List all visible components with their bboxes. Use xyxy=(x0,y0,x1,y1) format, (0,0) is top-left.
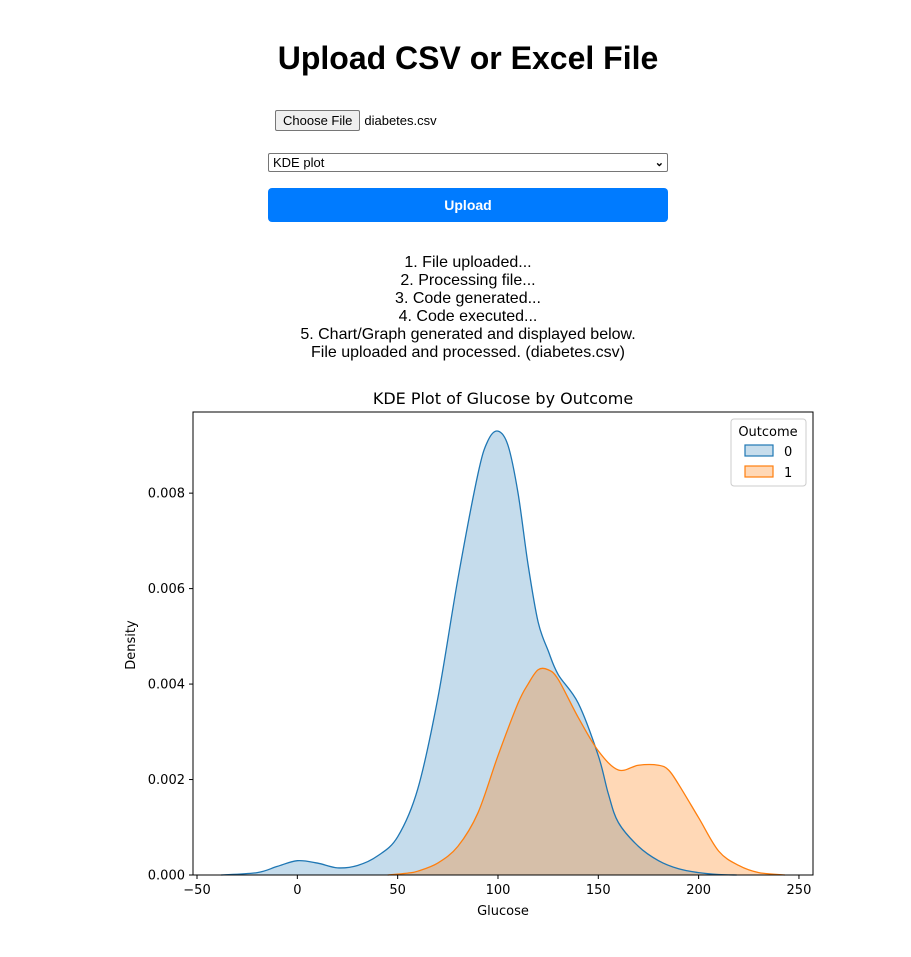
y-tick-label: 0.002 xyxy=(148,773,185,788)
y-tick-label: 0.006 xyxy=(148,582,185,597)
choose-file-button[interactable]: Choose File xyxy=(275,110,361,131)
legend-label-0: 0 xyxy=(784,445,792,460)
x-tick-label: 0 xyxy=(293,883,301,898)
legend-title: Outcome xyxy=(738,425,797,440)
x-tick-label: −50 xyxy=(183,883,210,898)
page-title: Upload CSV or Excel File xyxy=(277,40,659,76)
chart-type-selected-value: KDE plot xyxy=(273,155,325,170)
chart-type-select[interactable]: KDE plot ⌄ xyxy=(268,153,668,172)
y-tick-label: 0.004 xyxy=(148,678,185,693)
selected-file-name: diabetes.csv xyxy=(364,113,437,128)
status-line: 1. File uploaded... xyxy=(404,254,532,271)
kde-line-outcome-1 xyxy=(387,667,785,876)
legend-label-1: 1 xyxy=(784,466,792,481)
upload-button[interactable]: Upload xyxy=(268,188,668,222)
x-tick-label: 250 xyxy=(787,883,812,898)
status-line: 2. Processing file... xyxy=(400,272,536,289)
x-tick-label: 200 xyxy=(686,883,711,898)
status-line: File uploaded and processed. (diabetes.c… xyxy=(311,344,625,361)
plot-frame xyxy=(192,411,814,876)
legend: Outcome 0 1 xyxy=(730,418,807,487)
y-axis-label: Density xyxy=(124,620,139,670)
status-line: 3. Code generated... xyxy=(395,290,541,307)
kde-line-outcome-0 xyxy=(221,430,737,876)
x-tick-label: 100 xyxy=(486,883,511,898)
chevron-down-icon: ⌄ xyxy=(654,157,664,169)
x-axis-label: Glucose xyxy=(477,904,529,919)
y-tick-label: 0.000 xyxy=(148,869,185,884)
status-log: 1. File uploaded... 2. Processing file..… xyxy=(0,254,911,362)
y-tick-label: 0.008 xyxy=(148,487,185,502)
legend-swatch-1 xyxy=(744,465,774,478)
x-tick-label: 150 xyxy=(586,883,611,898)
chart-title: KDE Plot of Glucose by Outcome xyxy=(373,389,633,408)
kde-area-outcome-0 xyxy=(221,430,737,875)
status-line: 5. Chart/Graph generated and displayed b… xyxy=(300,326,636,343)
x-tick-label: 50 xyxy=(389,883,406,898)
kde-area-outcome-1 xyxy=(387,668,785,875)
file-picker: Choose File diabetes.csv xyxy=(275,110,437,131)
status-line: 4. Code executed... xyxy=(398,308,538,325)
legend-swatch-0 xyxy=(744,444,774,457)
